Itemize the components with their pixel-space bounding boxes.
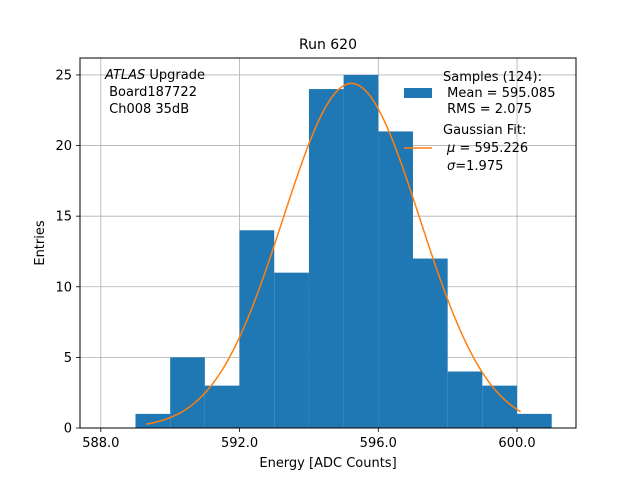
legend: Samples (124): Mean = 595.085 RMS = 2.07… [404, 70, 555, 174]
legend-sigma-value: =1.975 [455, 159, 503, 174]
x-tick-label-0: 588.0 [82, 436, 119, 451]
atlas-annotation: ATLAS Upgrade Board187722 Ch008 35dB [104, 68, 205, 117]
legend-mu-value: = 595.226 [455, 141, 528, 156]
y-axis-label: Entries [33, 220, 48, 266]
plot-frame [79, 57, 577, 429]
annotation-board: Board187722 [105, 85, 197, 100]
y-tick-label-3: 15 [55, 210, 72, 225]
annotation-channel: Ch008 35dB [105, 102, 189, 117]
y-tick-label-0: 0 [64, 422, 72, 437]
y-axis-ticks: 0 5 10 15 20 25 [55, 68, 80, 437]
legend-mu-symbol: μ [446, 141, 455, 156]
histogram-bar-1 [170, 357, 205, 428]
chart-title: Run 620 [299, 37, 357, 53]
y-tick-label-5: 25 [55, 68, 72, 83]
histogram-bar-11 [517, 413, 552, 428]
legend-samples-mean: Mean = 595.085 [443, 86, 555, 101]
annotation-atlas: ATLAS [104, 68, 145, 83]
x-tick-label-2: 596.0 [360, 436, 397, 451]
x-axis-label: Energy [ADC Counts] [259, 456, 396, 471]
histogram-bar-0 [135, 413, 171, 428]
histogram-bar-8 [412, 258, 448, 428]
fit-layer [145, 82, 521, 425]
legend-samples-title: Samples (124): [443, 70, 542, 85]
histogram-bar-4 [274, 272, 309, 428]
histogram-bar-7 [378, 131, 413, 428]
legend-samples-swatch [404, 88, 432, 98]
annotation-upgrade: Upgrade [145, 68, 205, 83]
legend-fit-title: Gaussian Fit: [443, 123, 526, 138]
annotation-line-1: ATLAS Upgrade [104, 68, 205, 83]
legend-fit-mu: μ = 595.226 [446, 141, 528, 156]
histogram-bar-5 [308, 89, 344, 429]
histogram-bar-2 [204, 385, 240, 428]
x-tick-label-3: 600.0 [498, 436, 535, 451]
histogram-bar-6 [343, 74, 379, 428]
x-tick-label-1: 592.0 [221, 436, 258, 451]
y-tick-label-4: 20 [55, 139, 72, 154]
histogram-bar-9 [447, 371, 483, 428]
x-axis-ticks: 588.0 592.0 596.0 600.0 [82, 428, 536, 451]
histogram-bar-10 [482, 385, 518, 428]
legend-sigma-symbol: σ [447, 159, 456, 174]
legend-fit-sigma: σ=1.975 [447, 159, 503, 174]
gaussian-fit-curve [145, 82, 521, 425]
y-tick-label-2: 10 [55, 280, 72, 295]
legend-samples-rms: RMS = 2.075 [443, 102, 532, 117]
y-tick-label-1: 5 [64, 351, 72, 366]
